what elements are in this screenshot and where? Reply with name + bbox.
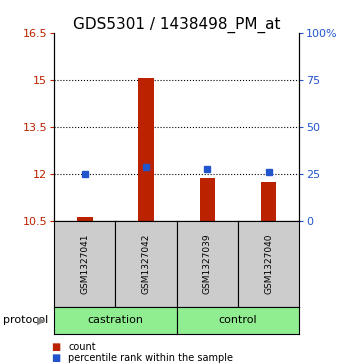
Bar (139, 78, 154, 221)
Text: GSM1327041: GSM1327041 (80, 234, 89, 294)
Text: percentile rank within the sample: percentile rank within the sample (68, 352, 233, 363)
Bar (261, 182, 276, 221)
Text: ■: ■ (51, 342, 60, 352)
Title: GDS5301 / 1438498_PM_at: GDS5301 / 1438498_PM_at (73, 16, 280, 33)
Text: castration: castration (88, 315, 144, 325)
Text: ■: ■ (51, 352, 60, 363)
Text: protocol: protocol (4, 315, 49, 325)
Text: GSM1327042: GSM1327042 (142, 234, 150, 294)
Bar (77, 217, 92, 221)
Text: control: control (219, 315, 257, 325)
Text: GSM1327039: GSM1327039 (203, 234, 212, 294)
Text: GSM1327040: GSM1327040 (264, 234, 273, 294)
Bar (200, 178, 215, 221)
Text: ▶: ▶ (37, 315, 45, 325)
Text: count: count (68, 342, 96, 352)
